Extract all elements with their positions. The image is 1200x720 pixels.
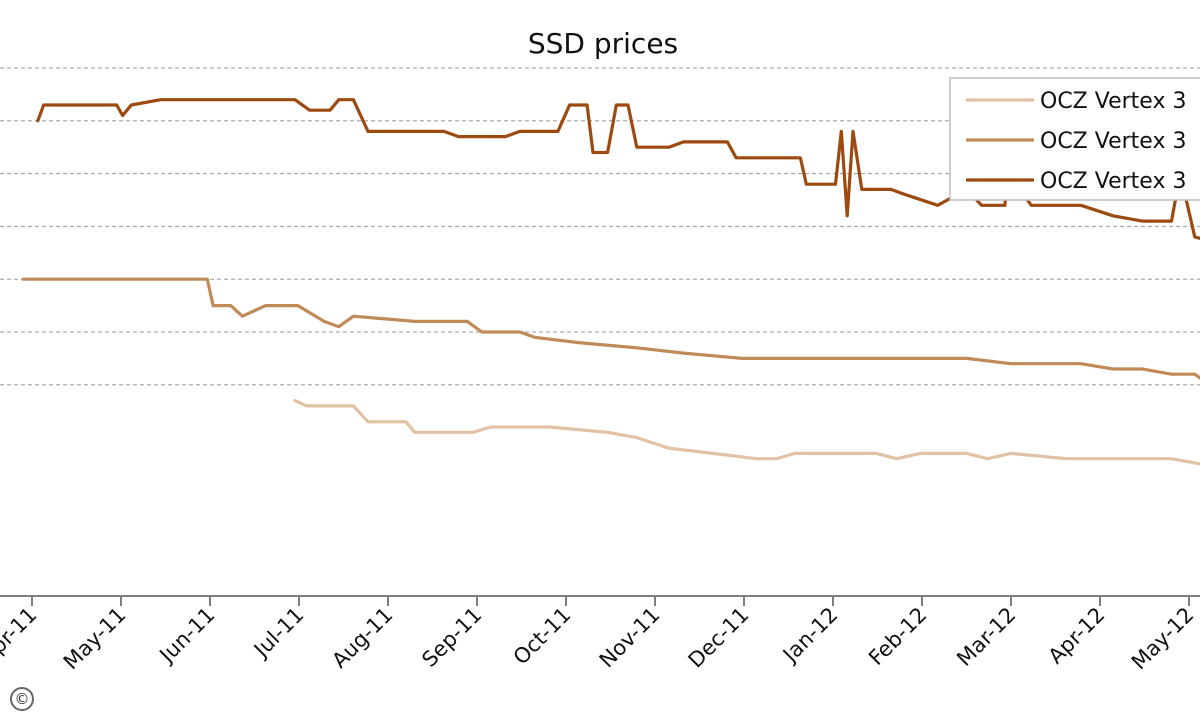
- x-tick-label: May-12: [1127, 603, 1199, 675]
- x-tick-label: Apr-11: [0, 603, 42, 669]
- legend: OCZ Vertex 3 OCZ Vertex 3 OCZ Vertex 3: [949, 77, 1200, 201]
- copyright-icon: ©: [10, 687, 34, 711]
- x-tick-label: Jul-11: [248, 603, 309, 664]
- x-tick-label: Feb-12: [864, 603, 932, 671]
- legend-label-1: OCZ Vertex 3: [1040, 89, 1186, 114]
- series-line-2: [21, 277, 1200, 380]
- x-tick-label: Dec-11: [684, 603, 754, 673]
- x-axis-ticks: Apr-11 May-11 Jun-11 Jul-11 Aug-11 Sep-11 Oct-…: [0, 596, 1199, 674]
- x-tick-label: Oct-11: [509, 603, 576, 670]
- x-tick-label: Mar-12: [952, 603, 1020, 671]
- x-tick-label: Aug-11: [327, 603, 397, 673]
- x-tick-label: May-11: [59, 603, 131, 675]
- x-tick-label: Jun-11: [154, 603, 220, 669]
- x-tick-label: Nov-11: [595, 603, 665, 673]
- series-line-1: [293, 399, 1200, 466]
- legend-label-3: OCZ Vertex 3: [1040, 169, 1186, 194]
- legend-label-2: OCZ Vertex 3: [1040, 129, 1186, 154]
- chart-title: SSD prices: [528, 27, 678, 60]
- x-tick-label: Sep-11: [417, 603, 486, 672]
- x-tick-label: Apr-12: [1044, 603, 1110, 669]
- x-tick-label: Jan-12: [777, 603, 843, 669]
